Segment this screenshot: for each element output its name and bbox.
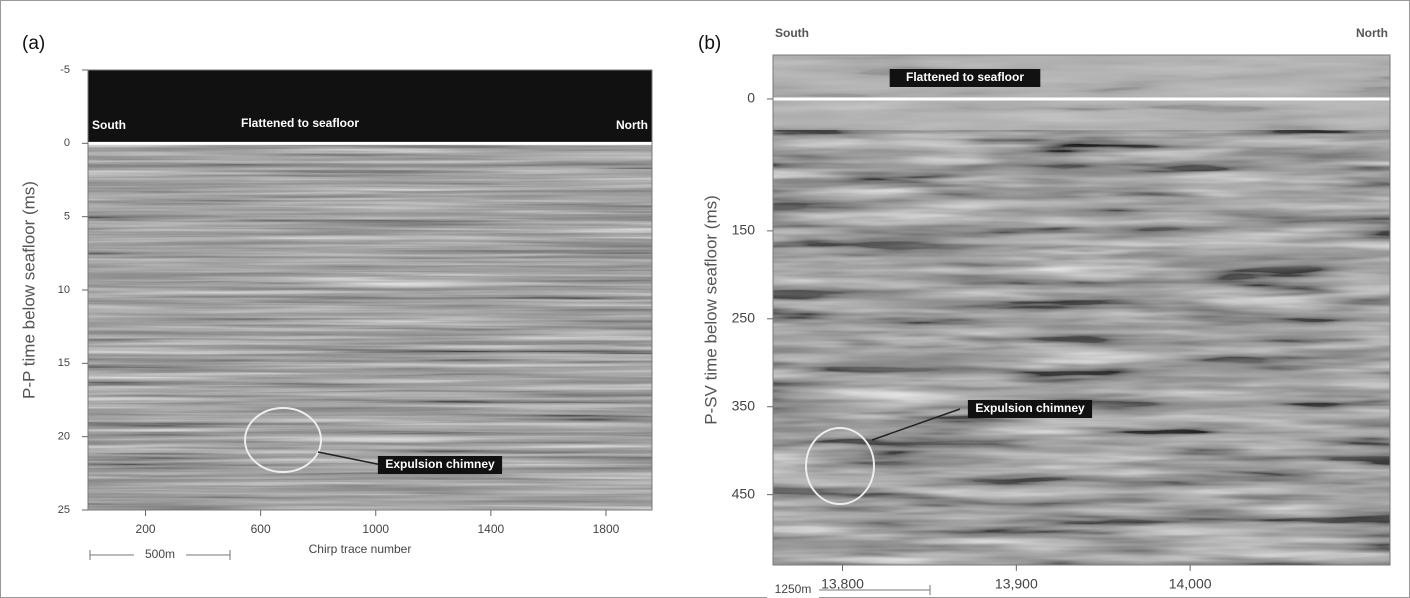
scale-bar-label-bg xyxy=(134,547,186,563)
annotation: South xyxy=(775,26,809,40)
annotation: Expulsion chimney xyxy=(385,457,495,471)
chimney-leader xyxy=(317,451,383,466)
chimney-outline xyxy=(244,407,322,473)
annotation-box xyxy=(377,456,503,474)
y-tick-label: 0 xyxy=(64,137,70,149)
scale-bar-label-bg xyxy=(767,582,819,598)
annotation-box xyxy=(889,69,1041,87)
x-tick-label: 600 xyxy=(251,522,271,536)
annotation: South xyxy=(92,118,126,132)
annotation-box xyxy=(967,400,1093,418)
seismic-image xyxy=(773,55,1390,565)
x-tick-label: 1800 xyxy=(593,522,620,536)
y-tick-label: 150 xyxy=(732,222,756,238)
x-tick-label: 13,800 xyxy=(821,576,864,592)
scale-bar-label: 1250m xyxy=(775,582,812,596)
chimney-leader xyxy=(871,408,961,441)
water-column xyxy=(88,70,652,144)
panel-label: (b) xyxy=(698,33,721,54)
scale-bar-label: 500m xyxy=(145,547,175,561)
plot-border xyxy=(772,54,1391,566)
annotation: North xyxy=(1356,26,1388,40)
x-tick-label: 13,900 xyxy=(995,576,1038,592)
y-tick-label: 250 xyxy=(732,309,756,325)
y-tick-label: 0 xyxy=(747,90,755,106)
y-tick-label: 350 xyxy=(732,397,756,413)
y-tick-label: 450 xyxy=(732,485,756,501)
panel-label: (a) xyxy=(22,33,45,54)
x-tick-label: 1000 xyxy=(362,522,389,536)
y-tick-label: 5 xyxy=(64,211,70,223)
annotation: Flattened to seafloor xyxy=(241,116,359,130)
x-tick-label: 200 xyxy=(136,522,156,536)
chimney-outline xyxy=(805,427,875,505)
x-tick-label: 14,000 xyxy=(1169,576,1212,592)
x-tick-label: 1400 xyxy=(478,522,505,536)
annotation: North xyxy=(616,118,648,132)
y-tick-label: 20 xyxy=(58,431,70,443)
y-tick-label: 10 xyxy=(58,284,70,296)
annotation: Flattened to seafloor xyxy=(906,70,1024,84)
y-axis-title: P-SV time below seafloor (ms) xyxy=(701,195,720,425)
y-axis-title: P-P time below seafloor (ms) xyxy=(19,181,38,399)
y-tick-label: -5 xyxy=(60,64,70,76)
annotation: Expulsion chimney xyxy=(975,401,1085,415)
x-axis-title: Chirp trace number xyxy=(309,542,412,556)
water-column xyxy=(773,55,1390,130)
y-tick-label: 25 xyxy=(58,504,70,516)
y-tick-label: 15 xyxy=(58,357,70,369)
